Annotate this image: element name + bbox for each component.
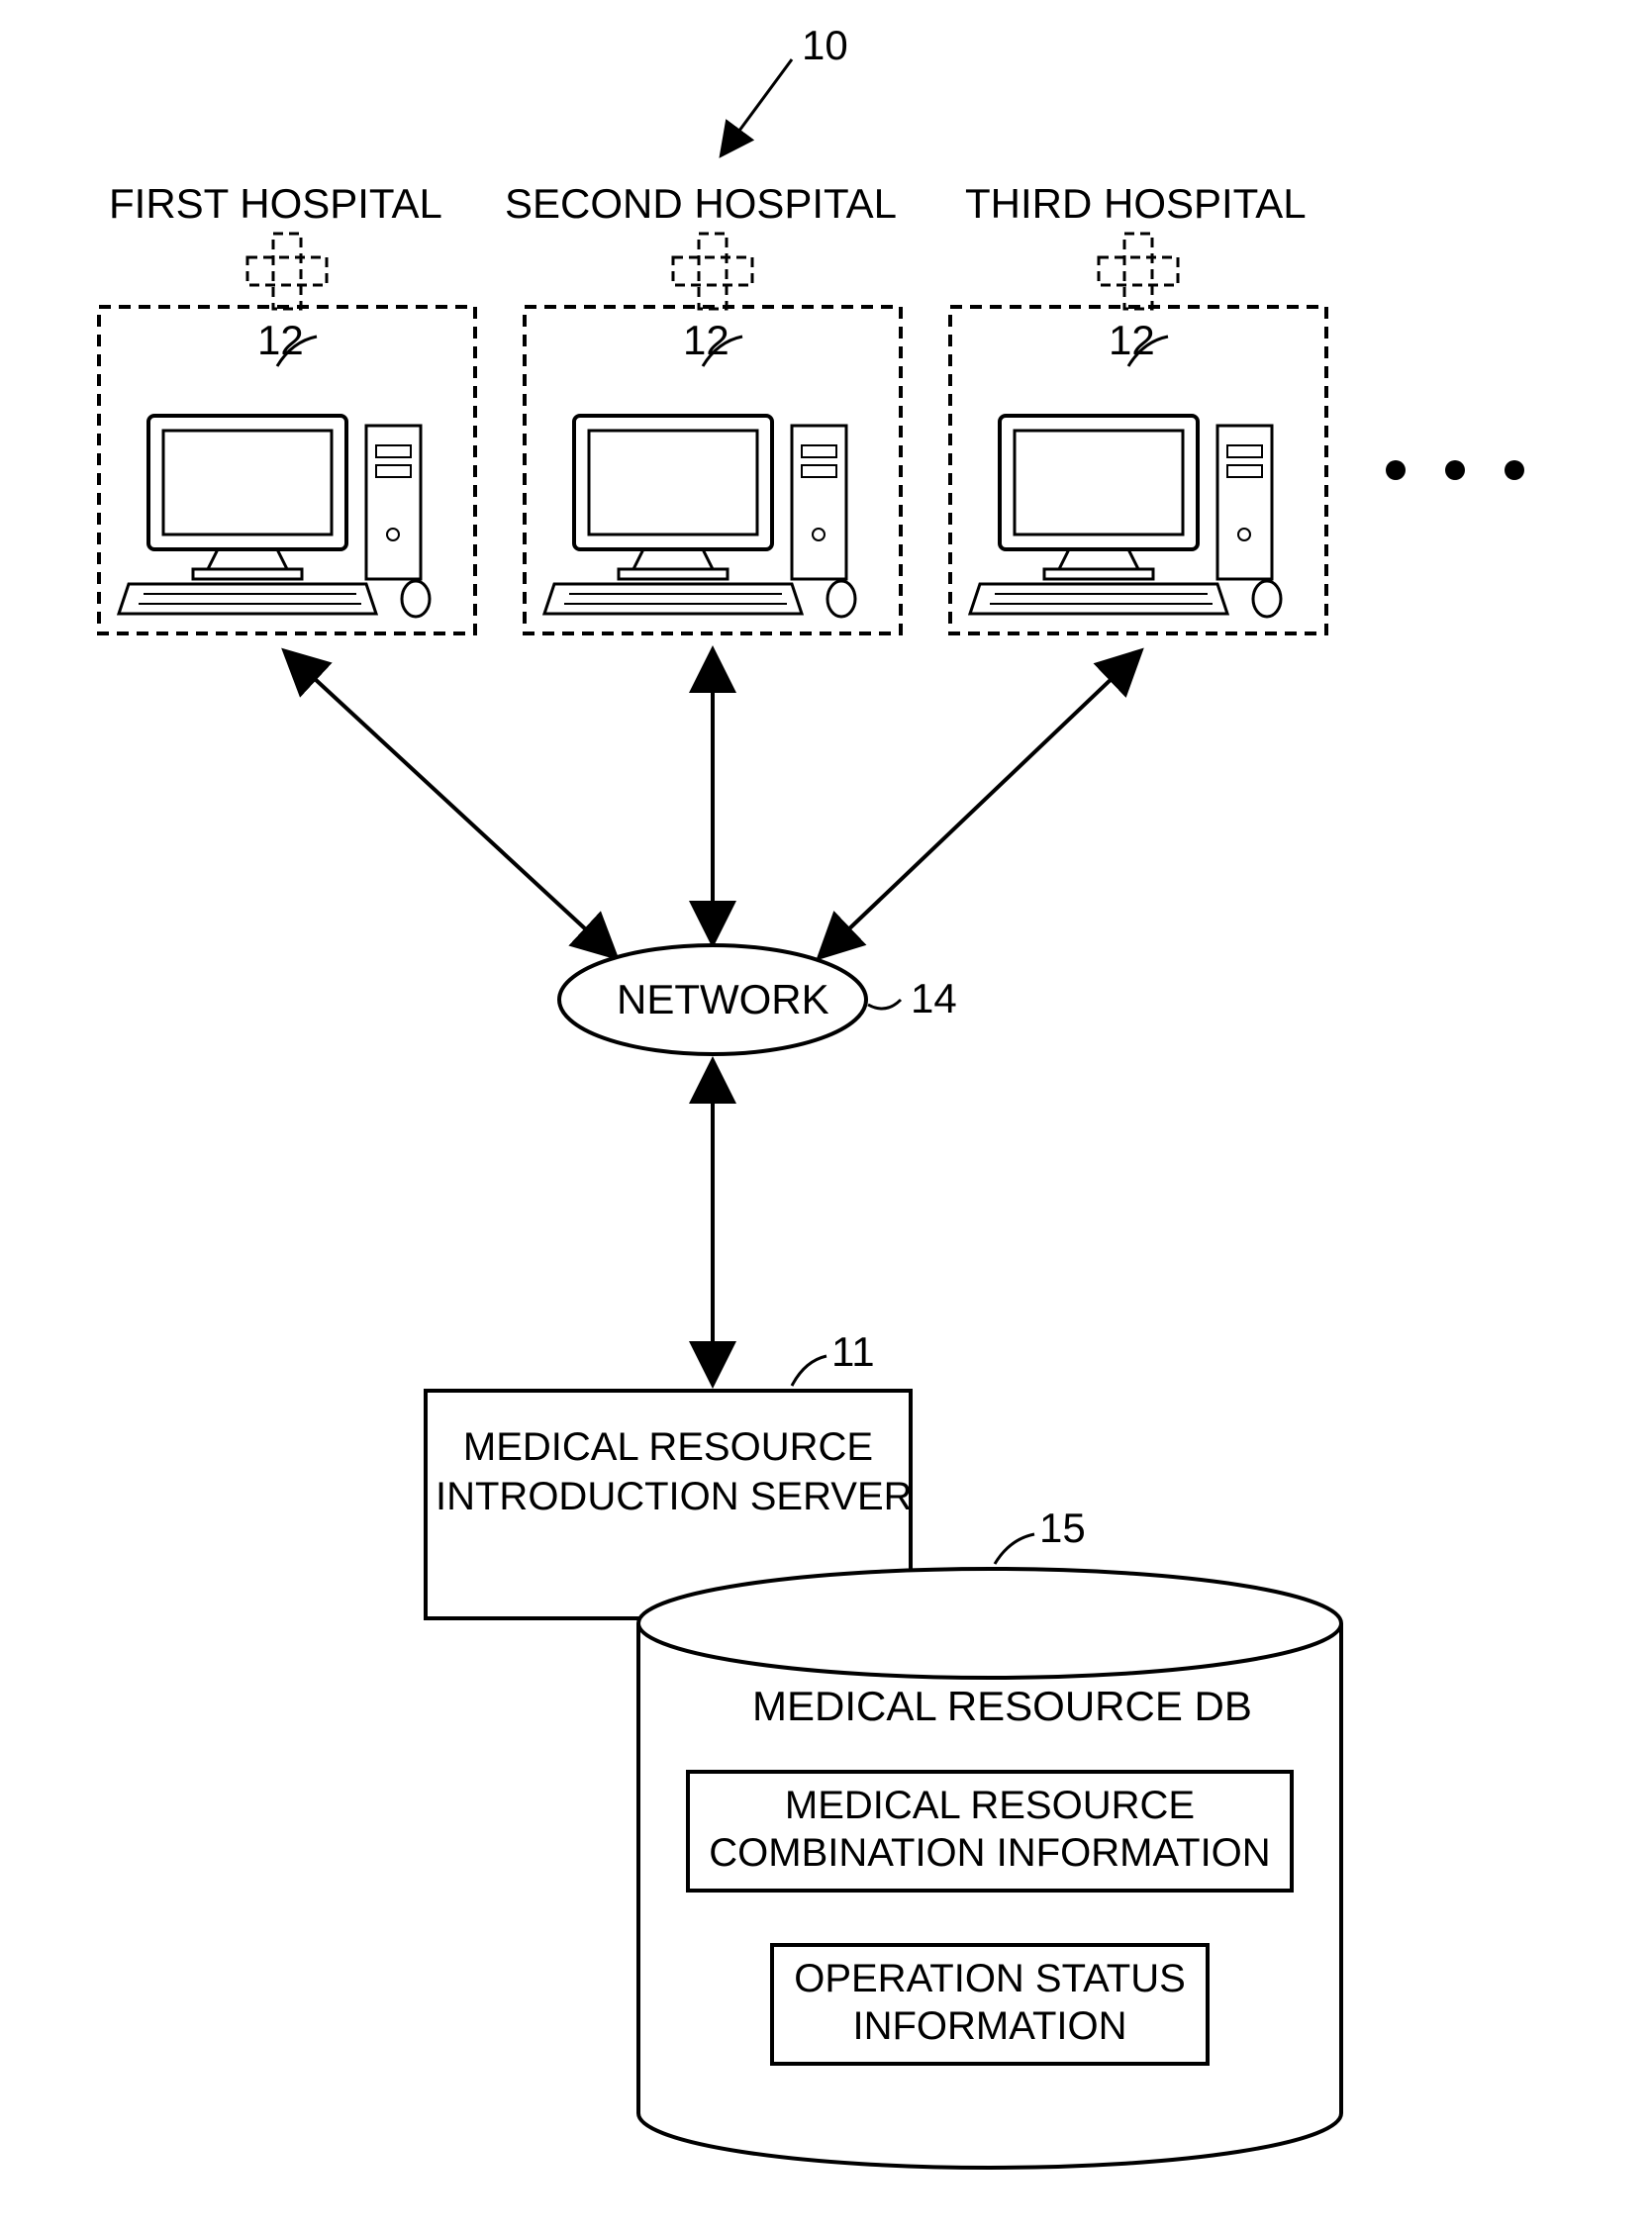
ref-10-arrow bbox=[723, 59, 792, 153]
db-box1-line2: COMBINATION INFORMATION bbox=[693, 1831, 1287, 1876]
hospital-1 bbox=[99, 234, 475, 633]
db-box1-line1: MEDICAL RESOURCE bbox=[693, 1784, 1287, 1828]
ref-14-label: 14 bbox=[911, 975, 957, 1022]
hospital-1-label: FIRST HOSPITAL bbox=[109, 180, 442, 228]
ellipsis-dots bbox=[1386, 460, 1524, 480]
arrow-h1-network bbox=[287, 653, 614, 955]
hospital-2-label: SECOND HOSPITAL bbox=[505, 180, 897, 228]
server-line2: INTRODUCTION SERVER bbox=[436, 1475, 901, 1519]
ref-15-label: 15 bbox=[1039, 1505, 1086, 1552]
ref-12-label-2: 12 bbox=[683, 317, 729, 364]
db-title: MEDICAL RESOURCE DB bbox=[752, 1683, 1227, 1730]
db-box2-line2: INFORMATION bbox=[777, 2004, 1203, 2049]
network-label: NETWORK bbox=[617, 976, 829, 1023]
ref-12-label-1: 12 bbox=[257, 317, 304, 364]
ref-10-label: 10 bbox=[802, 22, 848, 69]
ref-11-label: 11 bbox=[831, 1328, 875, 1376]
hospital-3-label: THIRD HOSPITAL bbox=[965, 180, 1307, 228]
hospital-3 bbox=[950, 234, 1326, 633]
arrow-h3-network bbox=[822, 653, 1138, 955]
db-box2-line1: OPERATION STATUS bbox=[777, 1957, 1203, 2001]
hospital-2 bbox=[525, 234, 901, 633]
ref-12-label-3: 12 bbox=[1109, 317, 1155, 364]
server-line1: MEDICAL RESOURCE bbox=[436, 1425, 901, 1470]
